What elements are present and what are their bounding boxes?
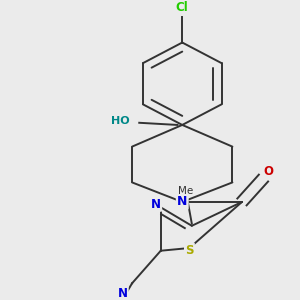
Text: N: N <box>118 286 128 299</box>
Text: HO: HO <box>111 116 130 126</box>
Text: Cl: Cl <box>176 1 189 14</box>
Text: N: N <box>177 195 188 208</box>
Text: N: N <box>151 198 161 211</box>
Text: S: S <box>185 244 194 257</box>
Text: Me: Me <box>178 186 194 196</box>
Text: O: O <box>263 165 273 178</box>
